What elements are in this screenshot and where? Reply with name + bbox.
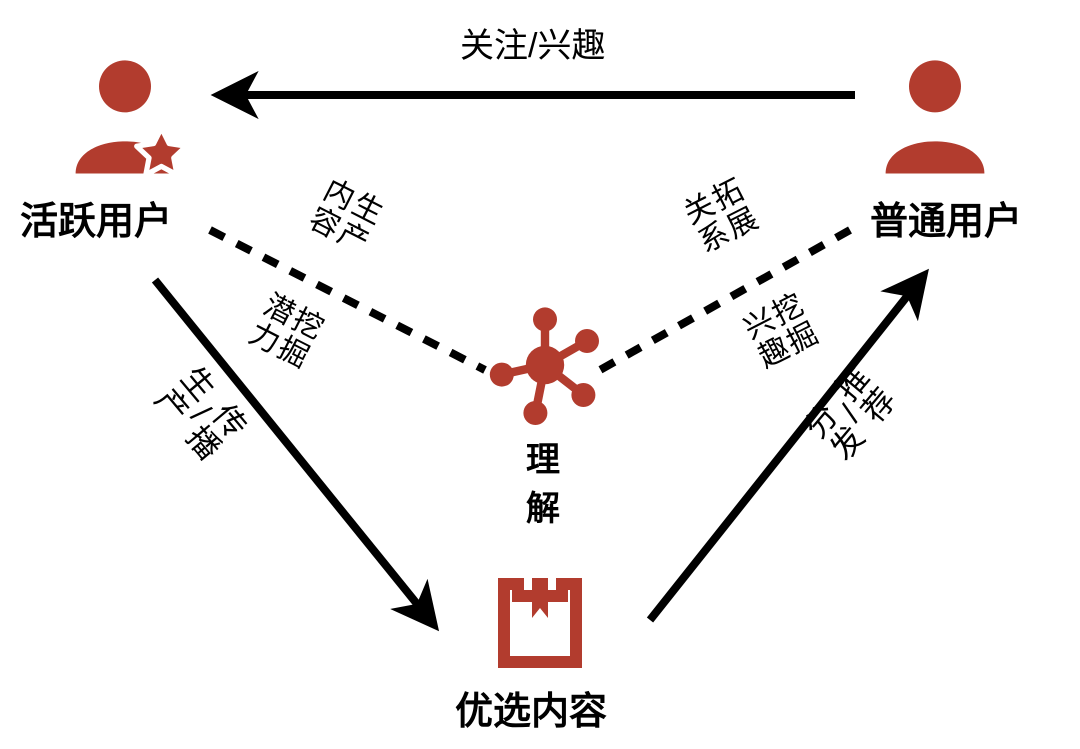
edge-label-follow-interest: 关注/兴趣: [460, 18, 605, 67]
understand-char-2: 解: [526, 490, 560, 528]
network-hub-icon: [485, 305, 605, 425]
user-icon: [870, 50, 1000, 180]
node-normal-user-label: 普通用户: [870, 190, 1022, 245]
understand-char-1: 理: [526, 441, 560, 479]
bookmark-box-icon: [490, 570, 590, 670]
node-understand-label: 理 解: [518, 432, 568, 530]
user-star-icon: [60, 50, 190, 180]
node-content-label: 优选内容: [455, 680, 607, 735]
node-active-user-label: 活跃用户: [20, 190, 172, 245]
diagram-stage: 活跃用户 普通用户 理 解 优选内容 关注/兴趣 生 产 / 传 播 分: [0, 0, 1080, 749]
